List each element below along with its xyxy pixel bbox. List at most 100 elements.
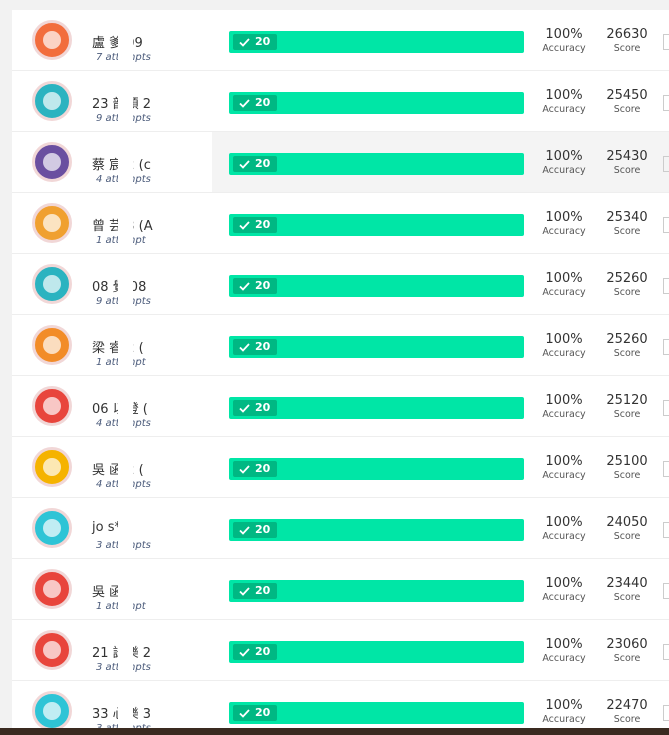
name-mask [118, 498, 133, 558]
name-mask [118, 315, 133, 375]
avatar [32, 264, 72, 304]
row-edge [663, 644, 669, 660]
score: 23060 Score [597, 637, 657, 664]
avatar [32, 386, 72, 426]
accuracy: 100% Accuracy [534, 271, 594, 298]
score-label: Score [613, 409, 641, 420]
correct-badge: 20 [233, 583, 277, 599]
check-icon [239, 404, 250, 413]
score-label: Score [613, 653, 641, 664]
avatar-face [43, 214, 61, 232]
leaderboard: 盧 爹 097 attempts20100%Accuracy26630Score… [12, 10, 669, 728]
accuracy-value: 100% [545, 515, 583, 530]
avatar [32, 81, 72, 121]
check-icon [239, 99, 250, 108]
row-edge [663, 522, 669, 538]
correct-badge: 20 [233, 278, 277, 294]
score-label: Score [613, 43, 641, 54]
accuracy-label: Accuracy [542, 409, 586, 420]
score-value: 22470 [606, 698, 648, 713]
row-edge [663, 705, 669, 721]
name-mask [118, 10, 133, 70]
check-icon [239, 709, 250, 718]
accuracy-value: 100% [545, 393, 583, 408]
row-edge [663, 156, 669, 172]
accuracy-label: Accuracy [542, 470, 586, 481]
leaderboard-row: 08 覺 089 attempts20100%Accuracy25260Scor… [12, 254, 669, 315]
avatar-face [43, 641, 61, 659]
leaderboard-row: 吳 函 2 (4 attempts20100%Accuracy25100Scor… [12, 437, 669, 498]
accuracy-value: 100% [545, 88, 583, 103]
correct-count: 20 [255, 706, 271, 719]
correct-badge: 20 [233, 705, 277, 721]
accuracy: 100% Accuracy [534, 332, 594, 359]
score-label: Score [613, 287, 641, 298]
score: 25450 Score [597, 88, 657, 115]
correct-count: 20 [255, 645, 271, 658]
leaderboard-row: 23 歆穎 29 attempts20100%Accuracy25450Scor… [12, 71, 669, 132]
score: 23440 Score [597, 576, 657, 603]
avatar [32, 142, 72, 182]
score-value: 25260 [606, 332, 648, 347]
row-edge [663, 461, 669, 477]
row-edge [663, 583, 669, 599]
accuracy-value: 100% [545, 332, 583, 347]
check-icon [239, 160, 250, 169]
accuracy: 100% Accuracy [534, 149, 594, 176]
name-mask [118, 681, 133, 728]
score-label: Score [613, 226, 641, 237]
accuracy-value: 100% [545, 210, 583, 225]
score-value: 25260 [606, 271, 648, 286]
background-strip [0, 728, 669, 735]
accuracy: 100% Accuracy [534, 88, 594, 115]
name-mask [118, 71, 133, 131]
avatar [32, 630, 72, 670]
correct-count: 20 [255, 96, 271, 109]
avatar [32, 447, 72, 487]
accuracy-label: Accuracy [542, 531, 586, 542]
avatar-face [43, 458, 61, 476]
check-icon [239, 38, 250, 47]
accuracy-value: 100% [545, 576, 583, 591]
progress-bar: 20 [229, 458, 524, 480]
check-icon [239, 465, 250, 474]
score-label: Score [613, 470, 641, 481]
accuracy: 100% Accuracy [534, 576, 594, 603]
score-value: 26630 [606, 27, 648, 42]
accuracy-value: 100% [545, 637, 583, 652]
accuracy-label: Accuracy [542, 592, 586, 603]
score: 25120 Score [597, 393, 657, 420]
accuracy-label: Accuracy [542, 104, 586, 115]
accuracy: 100% Accuracy [534, 454, 594, 481]
name-mask [118, 132, 133, 192]
correct-badge: 20 [233, 217, 277, 233]
avatar-face [43, 275, 61, 293]
correct-count: 20 [255, 157, 271, 170]
score-label: Score [613, 104, 641, 115]
avatar-face [43, 92, 61, 110]
correct-count: 20 [255, 279, 271, 292]
score: 25260 Score [597, 332, 657, 359]
accuracy-value: 100% [545, 454, 583, 469]
check-icon [239, 587, 250, 596]
progress-bar: 20 [229, 397, 524, 419]
progress-bar: 20 [229, 214, 524, 236]
score: 25100 Score [597, 454, 657, 481]
correct-count: 20 [255, 584, 271, 597]
avatar [32, 508, 72, 548]
avatar [32, 20, 72, 60]
correct-count: 20 [255, 218, 271, 231]
check-icon [239, 343, 250, 352]
check-icon [239, 526, 250, 535]
score-value: 25450 [606, 88, 648, 103]
progress-bar: 20 [229, 336, 524, 358]
check-icon [239, 648, 250, 657]
score: 25260 Score [597, 271, 657, 298]
score-label: Score [613, 165, 641, 176]
correct-count: 20 [255, 340, 271, 353]
progress-bar: 20 [229, 153, 524, 175]
avatar-face [43, 153, 61, 171]
leaderboard-row: 21 詠樂 23 attempts20100%Accuracy23060Scor… [12, 620, 669, 681]
